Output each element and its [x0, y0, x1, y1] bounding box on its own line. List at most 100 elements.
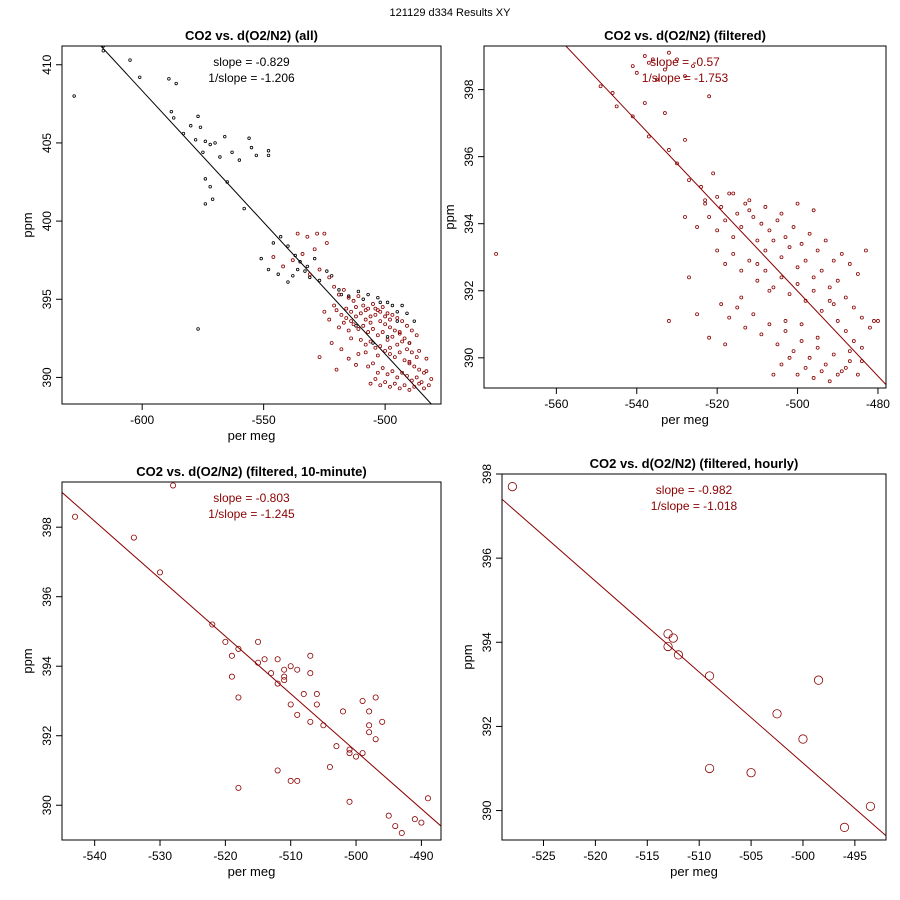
y-tick-label: 390	[40, 367, 54, 387]
data-point	[835, 319, 840, 323]
data-point	[707, 335, 712, 340]
data-point	[675, 57, 679, 62]
data-point	[412, 319, 416, 323]
data-point	[255, 659, 262, 666]
panel-filtered-hourly: CO2 vs. d(O2/N2) (filtered, hourly) -525 -…	[460, 456, 887, 879]
panel-filtered-10-minute: CO2 vs. d(O2/N2) (filtered, 10-minute) -5…	[20, 464, 442, 879]
data-point	[827, 285, 832, 290]
data-point	[746, 768, 756, 778]
data-point	[373, 312, 378, 317]
data-point	[300, 252, 305, 256]
data-point	[329, 274, 334, 278]
fit-line	[502, 498, 886, 837]
data-point	[395, 316, 400, 320]
data-point	[767, 228, 772, 233]
chart-title: CO2 vs. d(O2/N2) (filtered, 10-minute)	[136, 464, 366, 479]
x-tick-label: -550	[252, 413, 276, 427]
data-point	[779, 211, 784, 216]
data-point	[315, 231, 319, 236]
data-point	[344, 316, 349, 320]
data-point	[646, 134, 651, 139]
data-point	[409, 350, 414, 355]
data-point	[704, 671, 715, 681]
data-point	[247, 136, 251, 140]
data-point	[266, 153, 271, 158]
data-point	[388, 345, 392, 350]
data-point	[614, 104, 619, 109]
x-tick-label: -600	[130, 413, 154, 427]
data-point	[787, 292, 792, 297]
data-point	[375, 333, 380, 338]
data-point	[312, 247, 317, 252]
data-point	[835, 278, 840, 283]
data-point	[400, 303, 404, 308]
data-point	[405, 311, 409, 316]
data-point	[663, 641, 673, 652]
data-point	[763, 248, 768, 253]
data-point	[727, 315, 732, 320]
data-point	[346, 356, 351, 361]
data-point	[405, 347, 409, 352]
data-point	[356, 289, 361, 294]
points-group	[72, 46, 434, 392]
data-point	[329, 341, 334, 345]
data-point	[128, 58, 132, 62]
data-point	[683, 74, 687, 79]
data-point	[719, 302, 724, 307]
data-point	[157, 569, 164, 576]
data-point	[771, 372, 776, 377]
data-point	[735, 305, 740, 310]
data-point	[771, 285, 776, 290]
x-tick-label: -540	[83, 849, 107, 863]
data-point	[859, 315, 864, 320]
data-point	[876, 319, 880, 323]
x-axis-label: per meg	[228, 428, 276, 443]
data-point	[363, 317, 368, 322]
data-point	[397, 350, 402, 355]
data-point	[803, 258, 808, 263]
data-point	[392, 823, 399, 830]
data-point	[361, 297, 365, 301]
data-point	[417, 348, 422, 353]
data-point	[414, 333, 419, 338]
data-point	[294, 666, 301, 673]
data-point	[864, 248, 868, 253]
data-point	[346, 750, 353, 757]
data-point	[371, 302, 375, 306]
data-point	[281, 677, 288, 684]
data-point	[407, 361, 412, 366]
data-point	[787, 355, 792, 360]
data-point	[859, 345, 864, 350]
data-point	[366, 722, 373, 729]
data-point	[731, 235, 736, 240]
x-tick-label: -510	[687, 849, 711, 863]
data-point	[392, 381, 397, 386]
data-point	[388, 384, 392, 389]
data-point	[380, 330, 385, 334]
data-point	[242, 206, 246, 211]
data-point	[743, 325, 748, 330]
data-point	[383, 314, 388, 319]
x-tick-label: -500	[786, 397, 810, 411]
data-point	[807, 231, 812, 236]
data-point	[751, 215, 756, 219]
data-point	[372, 736, 379, 743]
data-point	[400, 339, 405, 344]
y-axis-label: ppm	[20, 648, 35, 673]
data-point	[169, 109, 174, 114]
fit-line	[100, 46, 432, 404]
data-point	[417, 381, 422, 386]
data-point	[293, 253, 297, 258]
data-point	[772, 709, 782, 719]
data-point	[783, 319, 788, 323]
data-point	[334, 308, 339, 313]
x-axis-label: per meg	[228, 864, 276, 879]
data-point	[307, 272, 312, 277]
data-point	[865, 801, 876, 811]
data-point	[411, 816, 418, 823]
plot-frame	[501, 473, 887, 841]
data-point	[213, 141, 217, 145]
data-point	[683, 215, 687, 219]
plot-frame	[61, 45, 442, 405]
data-point	[334, 367, 339, 372]
